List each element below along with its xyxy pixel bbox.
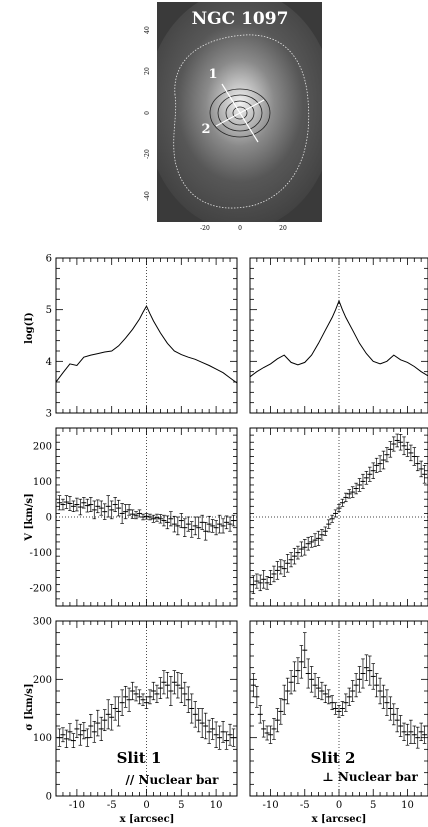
galaxy-image-panel: NGC 1097 1 2 -20 0 20 40 20 0 -20 -40 xyxy=(144,2,322,232)
x-tick-label: 0 xyxy=(336,800,342,811)
panel-slit1-logI: 3 4 5 6 xyxy=(46,254,238,420)
image-y-tick: -40 xyxy=(144,191,151,201)
y-tick-label: 6 xyxy=(46,254,52,265)
slit-2-line xyxy=(215,99,265,127)
plot-frame xyxy=(55,257,238,414)
panel-slit1-sigma: 0 100 200 300 -10 -5 0 5 10 xyxy=(33,617,238,811)
isophote-outer xyxy=(173,34,310,209)
x-tick-label: 10 xyxy=(210,800,223,811)
slit-label-2: 2 xyxy=(201,122,210,137)
y-axis-title-velocity: V [km/s] xyxy=(24,493,35,542)
y-tick-label: 0 xyxy=(46,792,52,803)
y-tick-label: 200 xyxy=(33,675,52,686)
x-tick-label: 0 xyxy=(143,800,149,811)
x-tick-label: -10 xyxy=(262,800,278,811)
galaxy-glow xyxy=(157,2,322,222)
image-y-tick: 20 xyxy=(144,67,151,75)
x-axis-title-right: x [arcsec] xyxy=(312,814,367,825)
image-y-tick: -20 xyxy=(144,149,151,159)
series-line xyxy=(249,299,428,378)
x-tick-label: -5 xyxy=(300,800,310,811)
image-x-tick: -20 xyxy=(200,225,210,232)
y-tick-label: 100 xyxy=(33,477,52,488)
x-tick-label: 5 xyxy=(178,800,184,811)
annotation-slit-1: Slit 1 xyxy=(117,749,162,767)
annotation-perpendicular-nuclear-bar: ⊥ Nuclear bar xyxy=(322,770,418,784)
image-y-tick: 0 xyxy=(144,111,151,115)
image-title: NGC 1097 xyxy=(192,9,289,29)
panel-slit2-logI xyxy=(249,257,428,414)
y-tick-label: -200 xyxy=(30,584,52,595)
panel-slit1-velocity: -200 -100 0 100 200 xyxy=(30,427,238,607)
image-x-tick: 0 xyxy=(238,225,242,232)
plot-frame xyxy=(249,257,428,414)
x-tick-label: 10 xyxy=(401,800,414,811)
slit-label-1: 1 xyxy=(208,67,217,82)
y-tick-label: 5 xyxy=(46,305,52,316)
y-tick-label: 4 xyxy=(46,357,52,368)
panel-slit2-velocity xyxy=(249,427,428,607)
panel-slit2-sigma: -10 -5 0 5 10 xyxy=(249,620,428,811)
y-axis-title-sigma: σ [km/s] xyxy=(24,683,35,730)
image-x-tick: 20 xyxy=(279,225,287,232)
annotation-slit-2: Slit 2 xyxy=(311,749,356,767)
y-tick-label: 3 xyxy=(46,409,52,420)
y-tick-label: -100 xyxy=(30,548,52,559)
y-axis-title-logI: log(I) xyxy=(24,312,35,344)
y-tick-label: 0 xyxy=(46,513,52,524)
y-tick-label: 300 xyxy=(33,617,52,628)
image-y-ticks: 40 20 0 -20 -40 xyxy=(144,26,151,201)
x-tick-label: 5 xyxy=(370,800,376,811)
y-tick-label: 200 xyxy=(33,441,52,452)
x-tick-label: -10 xyxy=(69,800,85,811)
x-tick-label: -5 xyxy=(107,800,117,811)
x-axis-title-left: x [arcsec] xyxy=(120,814,175,825)
image-x-ticks: -20 0 20 xyxy=(200,225,287,232)
isophote-inner xyxy=(209,88,271,138)
series-line xyxy=(55,304,238,384)
annotation-parallel-nuclear-bar: // Nuclear bar xyxy=(126,773,220,787)
image-y-tick: 40 xyxy=(144,26,151,34)
y-tick-label: 100 xyxy=(33,733,52,744)
